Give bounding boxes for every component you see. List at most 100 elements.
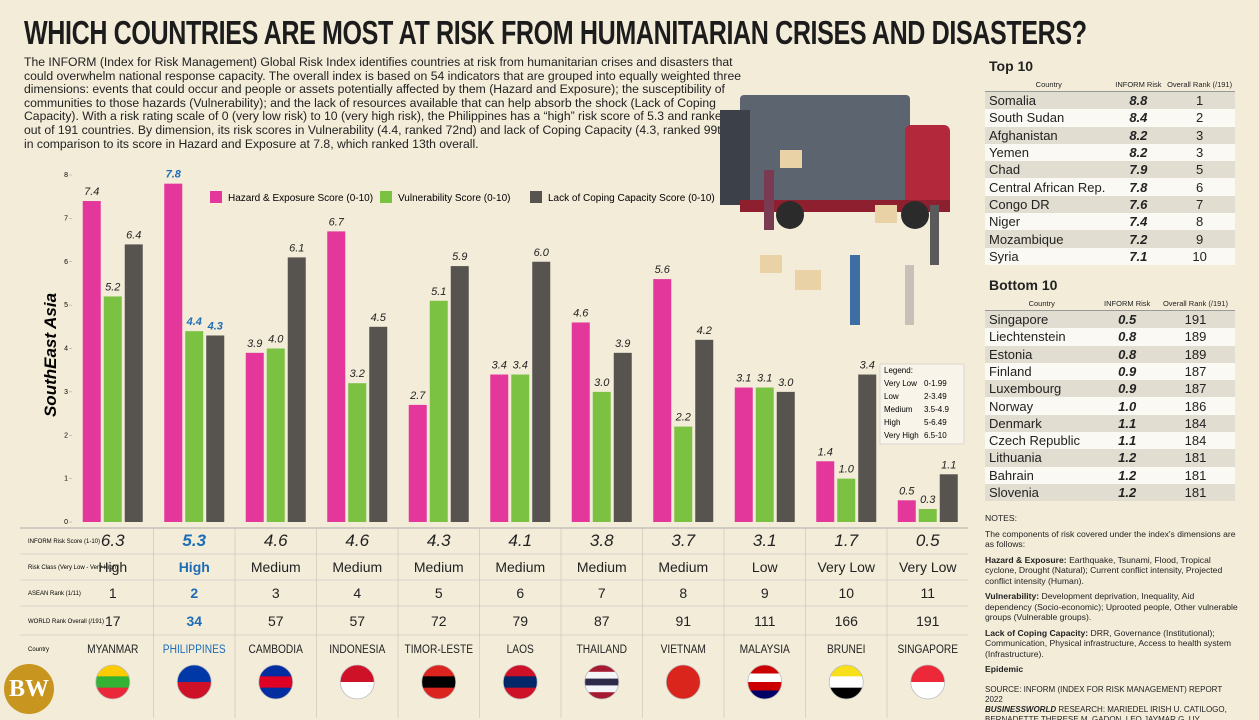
table-cell: 6 xyxy=(516,585,524,601)
bar xyxy=(755,387,774,522)
bar xyxy=(816,461,835,522)
table-cell: 5.3 xyxy=(182,531,206,550)
y-tick-label: 4 xyxy=(64,346,68,353)
flag xyxy=(584,692,619,699)
table-cell: 189 xyxy=(1155,345,1235,363)
x-tick-label: INDONESIA xyxy=(329,643,386,656)
table-cell: Bahrain xyxy=(985,466,1099,484)
table-cell: 10 xyxy=(1164,247,1235,265)
wheel xyxy=(901,201,929,229)
x-tick-label: MYANMAR xyxy=(87,643,138,656)
credit-text: SOURCE: INFORM (INDEX FOR RISK MANAGEMEN… xyxy=(985,684,1223,704)
value-label: 4.4 xyxy=(186,316,202,328)
bar xyxy=(287,257,306,522)
truck-cab xyxy=(905,125,950,205)
table-cell: Niger xyxy=(985,213,1113,231)
flag xyxy=(584,671,619,680)
table-row: Norway 1.0 186 xyxy=(985,397,1235,415)
notes: NOTES: The components of risk covered un… xyxy=(985,513,1240,675)
column-header: INFORM Risk xyxy=(1098,296,1156,311)
flag xyxy=(177,682,212,699)
value-label: 3.1 xyxy=(736,373,751,385)
bar xyxy=(245,352,264,522)
value-label: 5.2 xyxy=(105,281,120,293)
table-cell: Medium xyxy=(251,559,301,575)
flag xyxy=(666,665,701,683)
risk-legend-class: Very High xyxy=(884,431,919,440)
bar xyxy=(674,426,693,522)
y-tick-label: 3 xyxy=(64,389,68,396)
value-label: 0.5 xyxy=(899,485,915,497)
table-cell: 3 xyxy=(272,585,280,601)
notes-title: NOTES: xyxy=(985,513,1017,524)
bar xyxy=(858,374,877,522)
value-label: 3.9 xyxy=(247,338,262,350)
column-header: Overall Rank (/191) xyxy=(1164,78,1235,92)
table-cell: 184 xyxy=(1155,432,1235,450)
flag xyxy=(584,678,619,686)
table-cell: Chad xyxy=(985,161,1113,179)
table-cell: 34 xyxy=(186,613,202,629)
table-cell: 166 xyxy=(835,613,859,629)
table-cell: 8.8 xyxy=(1112,91,1165,110)
table-cell: 6.3 xyxy=(101,531,125,550)
value-label: 3.9 xyxy=(615,338,630,350)
table-row: Niger 7.4 8 xyxy=(985,213,1235,231)
table-cell: 181 xyxy=(1155,483,1235,502)
logo: BW xyxy=(4,664,54,714)
bar xyxy=(266,348,285,522)
table-cell: 186 xyxy=(1155,397,1235,415)
table-cell: 3.8 xyxy=(590,531,614,550)
value-label: 1.0 xyxy=(839,464,855,476)
risk-legend-range: 3.5-4.9 xyxy=(924,405,949,414)
legend-swatch xyxy=(380,191,392,203)
x-tick-label: SINGAPORE xyxy=(897,643,958,656)
bar xyxy=(124,244,143,522)
table-cell: 8 xyxy=(1164,213,1235,231)
table-cell: 6 xyxy=(1164,178,1235,196)
table-cell: 4.3 xyxy=(427,531,451,550)
note-term: Vulnerability: xyxy=(985,591,1040,602)
table-row: Liechtenstein 0.8 189 xyxy=(985,328,1235,346)
y-tick-label: 7 xyxy=(64,215,68,222)
flag xyxy=(584,685,619,693)
table-cell: 7.8 xyxy=(1112,178,1165,196)
table-cell: 87 xyxy=(594,613,610,629)
table-cell: 91 xyxy=(675,613,691,629)
row-label: Country xyxy=(28,647,49,653)
table-cell: Somalia xyxy=(985,91,1113,110)
value-label: 4.6 xyxy=(573,307,589,319)
risk-legend-range: 6.5-10 xyxy=(924,431,947,440)
bar xyxy=(450,266,469,522)
credits: SOURCE: INFORM (INDEX FOR RISK MANAGEMEN… xyxy=(985,685,1240,720)
flag-rim xyxy=(258,664,294,700)
flag xyxy=(747,673,782,683)
top10-title: Top 10 xyxy=(989,58,1034,74)
flag xyxy=(421,676,456,689)
flag xyxy=(95,665,130,677)
table-row: South Sudan 8.4 2 xyxy=(985,109,1235,127)
bar xyxy=(939,474,958,522)
bar xyxy=(369,326,388,522)
table-cell: 191 xyxy=(1155,310,1235,329)
table-cell: 1 xyxy=(109,585,117,601)
credit-line: SOURCE: INFORM (INDEX FOR RISK MANAGEMEN… xyxy=(985,685,1240,705)
legend-label: Hazard & Exposure Score (0-10) xyxy=(228,193,373,204)
flag xyxy=(421,665,456,677)
table-cell: 57 xyxy=(268,613,284,629)
flag xyxy=(747,682,782,691)
bar xyxy=(164,183,183,523)
table-cell: 8.2 xyxy=(1112,126,1165,144)
table-cell: 3 xyxy=(1164,143,1235,162)
table-row: Syria 7.1 10 xyxy=(985,247,1235,265)
flag-rim xyxy=(665,664,701,700)
person xyxy=(764,170,774,230)
x-tick-label: VIETNAM xyxy=(661,643,706,656)
table-row: Lithuania 1.2 181 xyxy=(985,449,1235,467)
value-label: 5.9 xyxy=(452,251,467,263)
risk-legend-box xyxy=(879,363,965,445)
table-cell: 7 xyxy=(1164,195,1235,214)
table-cell: 11 xyxy=(920,585,935,601)
value-label: 6.7 xyxy=(329,216,345,228)
column-header: Overall Rank (/191) xyxy=(1155,296,1235,311)
